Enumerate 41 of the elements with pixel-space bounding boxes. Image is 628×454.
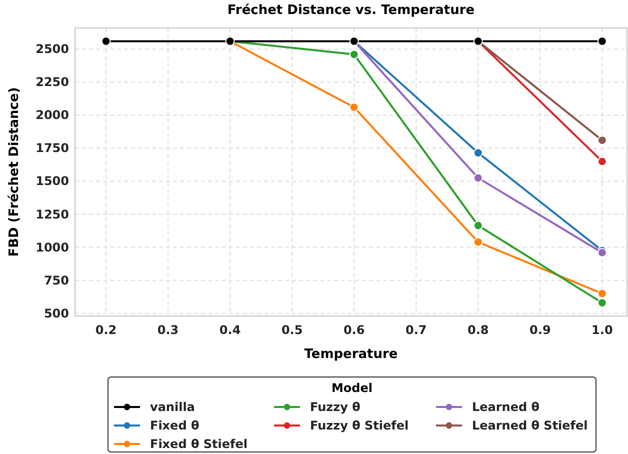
legend-label: Fixed θ Stiefel (150, 437, 248, 451)
x-tick-label: 0.9 (530, 323, 551, 337)
y-tick-label: 1750 (36, 141, 69, 156)
y-tick-label: 2500 (36, 42, 69, 56)
x-tick-label: 0.5 (281, 323, 303, 337)
legend-label: Fixed θ (150, 418, 200, 432)
x-tick-label: 0.7 (405, 323, 427, 337)
x-axis-title: Temperature (304, 347, 398, 362)
point (597, 136, 607, 145)
legend-label: Fuzzy θ Stiefel (310, 418, 409, 432)
legend-label: Learned θ Stiefel (472, 418, 588, 432)
point (473, 220, 483, 230)
point (473, 148, 483, 158)
legend-label: Learned θ (472, 400, 540, 414)
point (597, 298, 607, 308)
point (597, 156, 607, 166)
point (473, 237, 483, 247)
legend-title: Model (331, 381, 373, 395)
point (349, 102, 359, 112)
x-tick-label: 0.2 (95, 323, 117, 337)
point (597, 36, 607, 46)
point (349, 50, 359, 60)
y-tick-label: 2250 (36, 75, 69, 90)
legend-label: vanilla (150, 400, 195, 414)
chart-title: Fréchet Distance vs. Temperature (227, 3, 475, 18)
y-tick-label: 1500 (36, 174, 69, 188)
x-tick-label: 0.3 (157, 323, 179, 337)
y-tick-label: 750 (44, 273, 69, 288)
point (101, 36, 111, 46)
x-tick-label: 1.0 (592, 323, 613, 337)
point (597, 288, 607, 298)
y-tick-label: 2000 (36, 108, 69, 122)
x-tick-label: 0.8 (468, 323, 489, 337)
legend-label: Fuzzy θ (310, 400, 360, 414)
y-axis-title: FBD (Fréchet Distance) (7, 87, 22, 257)
y-tick-label: 1000 (36, 240, 69, 254)
x-tick-label: 0.6 (343, 323, 365, 337)
point (473, 173, 483, 183)
x-tick-label: 0.4 (219, 323, 241, 337)
y-tick-label: 500 (44, 306, 69, 320)
y-tick-label: 1250 (36, 207, 69, 222)
